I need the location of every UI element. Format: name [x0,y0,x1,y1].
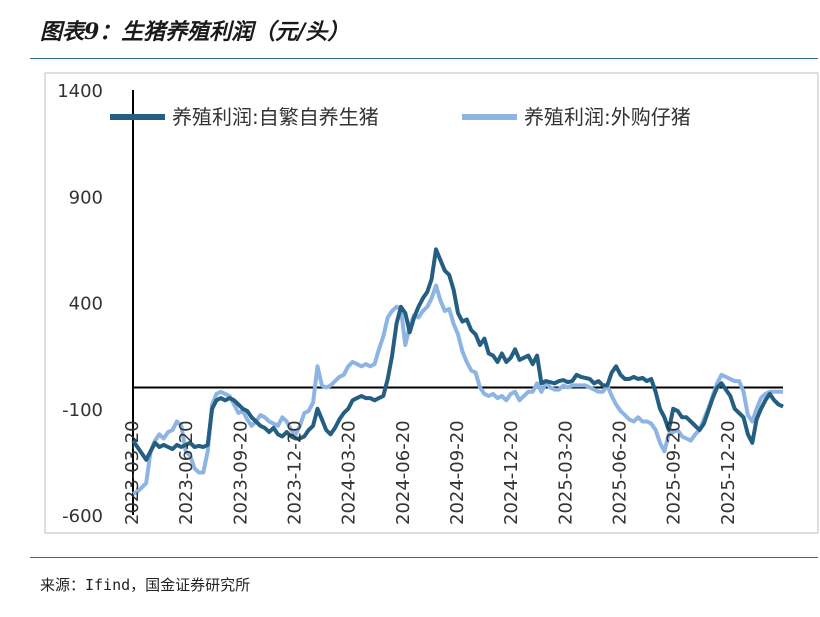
legend-label-series-1: 养殖利润:自繁自养生猪 [172,105,379,129]
series-line-1 [131,247,784,462]
x-tick-label: 2025-03-20 [555,420,576,525]
series-lines [131,247,784,496]
y-tick-label: 900 [69,187,103,208]
x-tick-label: 2025-09-20 [664,420,685,525]
y-tick-label: -100 [62,400,103,421]
x-tick-label: 2023-12-20 [285,420,306,525]
x-tick-label: 2024-03-20 [339,420,360,525]
x-axis-ticks: 2023-03-20 2023-06-20 2023-09-20 2023-12-20… [122,420,739,525]
y-tick-label: -600 [62,506,103,527]
legend-label-series-2: 养殖利润:外购仔猪 [524,105,691,129]
title-underline [30,58,818,59]
series-line-2 [132,283,783,496]
y-tick-label: 1400 [57,81,103,102]
source-note: 来源：Ifind，国金证券研究所 [40,576,251,594]
x-tick-label: 2023-06-20 [176,420,197,525]
x-tick-label: 2024-06-20 [393,420,414,525]
x-tick-label: 2023-09-20 [230,420,251,525]
chart-frame [44,72,819,534]
footer-rule [30,557,818,558]
y-tick-label: 400 [69,294,103,315]
figure-title: 图表9：生猪养殖利润（元/头） [40,19,350,45]
legend: 养殖利润:自繁自养生猪 养殖利润:外购仔猪 [110,105,691,129]
x-tick-label: 2024-12-20 [501,420,522,525]
x-tick-label: 2025-06-20 [610,420,631,525]
x-tick-label: 2024-09-20 [447,420,468,525]
y-axis-ticks: 1400 900 400 -100 -600 [57,81,103,527]
x-tick-label: 2025-12-20 [718,420,739,525]
x-tick-label: 2023-03-20 [122,420,143,525]
